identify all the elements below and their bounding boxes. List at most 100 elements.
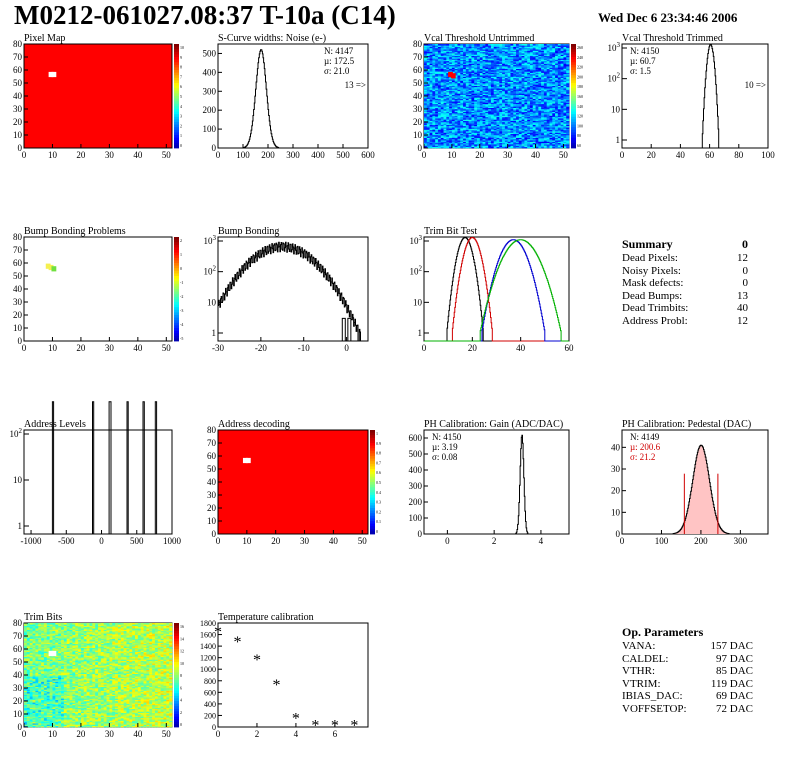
heatmap-cell	[463, 49, 467, 51]
heatmap-cell	[457, 136, 461, 138]
heatmap-cell	[518, 99, 522, 102]
heatmap-cell	[527, 124, 531, 127]
heatmap-cell	[446, 93, 450, 95]
heatmap-cell	[560, 86, 564, 89]
heatmap-cell	[529, 79, 534, 81]
heatmap-cell	[479, 127, 483, 129]
heatmap-cell	[499, 64, 503, 67]
heatmap-cell	[476, 137, 481, 140]
heatmap-cell	[432, 112, 436, 115]
heatmap-cell	[437, 140, 442, 142]
heatmap-cell	[86, 725, 90, 728]
heatmap-cell	[496, 53, 500, 55]
heatmap-cell	[527, 115, 531, 118]
heatmap-cell	[532, 109, 536, 111]
colorbar-segment	[571, 85, 576, 89]
heatmap-cell	[510, 93, 514, 95]
heatmap-cell	[474, 46, 478, 49]
heatmap-cell	[521, 62, 525, 64]
heatmap-cell	[490, 116, 495, 119]
heatmap-cell	[504, 80, 508, 82]
heatmap-cell	[504, 133, 508, 136]
heatmap-cell	[463, 144, 467, 146]
heatmap-cell	[476, 85, 481, 88]
heatmap-cell	[485, 77, 489, 80]
heatmap-cell	[541, 102, 545, 105]
heatmap-cell	[557, 118, 561, 120]
heatmap-cell	[502, 106, 506, 108]
heatmap-cell	[432, 145, 436, 147]
heatmap-cell	[89, 720, 93, 723]
heatmap-cell	[518, 90, 522, 93]
heatmap-cell	[460, 63, 464, 66]
heatmap-cell	[440, 68, 444, 71]
heatmap-cell	[479, 119, 483, 121]
heatmap-cell	[460, 132, 464, 134]
heatmap-cell	[546, 109, 550, 111]
heatmap-cell	[496, 77, 500, 80]
heatmap-cell	[117, 725, 122, 728]
y-tick-label: 40	[611, 442, 621, 452]
heatmap-cell	[429, 144, 433, 146]
heatmap-cell	[507, 120, 511, 123]
heatmap-cell	[482, 109, 486, 111]
heatmap-cell	[463, 99, 467, 102]
heatmap-cell	[543, 124, 547, 127]
heatmap-cell	[555, 128, 559, 131]
colorbar-segment	[571, 83, 576, 86]
heatmap-cell	[437, 83, 442, 85]
heatmap-cell	[493, 102, 497, 105]
colorbar-segment	[174, 142, 179, 146]
heatmap-cell	[504, 83, 508, 85]
heatmap-cell	[499, 127, 503, 129]
heatmap-cell	[499, 133, 503, 136]
heatmap-cell	[541, 125, 545, 128]
heatmap-cell	[471, 144, 475, 146]
heatmap-cell	[143, 725, 147, 728]
heatmap-cell	[488, 146, 492, 149]
heatmap-cell	[424, 142, 428, 145]
heatmap-cell	[543, 59, 547, 62]
heatmap-cell	[521, 90, 525, 93]
heatmap-cell	[552, 72, 556, 75]
heatmap-cell	[432, 76, 436, 79]
heatmap-cell	[543, 115, 547, 118]
heatmap-cell	[440, 119, 444, 121]
heatmap-cell	[496, 76, 500, 79]
heatmap-cell	[555, 123, 559, 125]
heatmap-cell	[424, 80, 428, 82]
heatmap-cell	[496, 93, 500, 95]
heatmap-cell	[443, 98, 447, 101]
heatmap-cell	[535, 138, 539, 141]
heatmap-cell	[490, 93, 495, 95]
y-tick-label: 1	[212, 328, 217, 338]
y-tick-label: 10	[207, 516, 217, 526]
heatmap-cell	[471, 140, 475, 142]
heatmap-cell	[435, 107, 439, 110]
heatmap-cell	[516, 49, 520, 51]
heatmap-cell	[524, 146, 528, 149]
heatmap-cell	[457, 45, 461, 47]
heatmap-cell	[538, 80, 542, 82]
heatmap-cell	[560, 132, 564, 134]
heatmap-cell	[507, 62, 511, 64]
heatmap-cell	[524, 120, 528, 123]
heatmap-cell	[471, 88, 475, 90]
heatmap-cell	[490, 141, 495, 144]
heatmap-cell	[146, 725, 150, 728]
heatmap-cell	[152, 723, 156, 725]
y-tick-label: 10	[207, 297, 217, 307]
heatmap-fill	[24, 44, 172, 148]
heatmap-cell	[426, 110, 430, 112]
heatmap-cell	[435, 128, 439, 131]
heatmap-cell	[474, 68, 478, 71]
heatmap-cell	[482, 50, 486, 53]
heatmap-cell	[513, 81, 517, 84]
heatmap-cell	[502, 102, 506, 105]
colorbar-segment	[571, 49, 576, 53]
colorbar-segment	[174, 255, 179, 259]
heatmap-cell	[426, 124, 430, 127]
heatmap-cell	[560, 119, 564, 121]
heatmap-cell	[479, 132, 483, 134]
heatmap-cell	[429, 83, 433, 85]
